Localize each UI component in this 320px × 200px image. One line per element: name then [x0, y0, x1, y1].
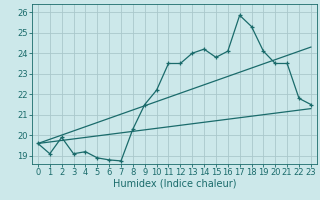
X-axis label: Humidex (Indice chaleur): Humidex (Indice chaleur) [113, 179, 236, 189]
